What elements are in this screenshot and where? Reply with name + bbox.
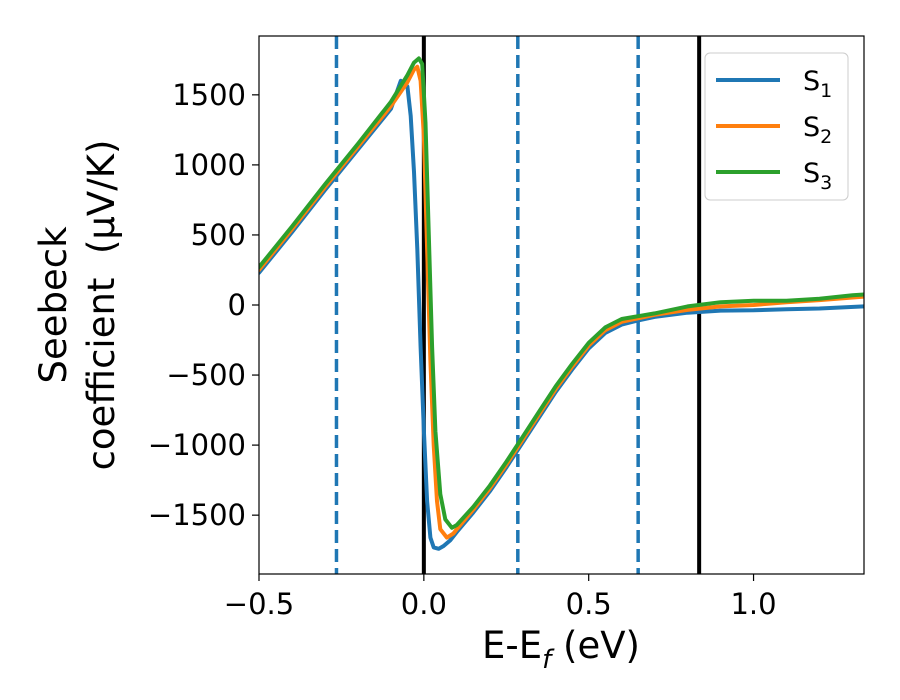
legend: S1 S2 S3 bbox=[704, 52, 849, 201]
legend-label-2: S2 bbox=[803, 112, 832, 148]
legend-label-1: S1 bbox=[803, 66, 832, 102]
y-tick-label: −500 bbox=[166, 358, 246, 392]
x-axis-ticks: −0.5 0.0 0.5 1.0 bbox=[224, 574, 777, 621]
y-tick-label: 1500 bbox=[172, 78, 246, 112]
y-tick-label: 500 bbox=[191, 218, 246, 252]
x-axis-title: E-Ef (eV) bbox=[482, 624, 640, 675]
y-axis-ticks: −1500 −1000 −500 0 500 1000 1500 bbox=[148, 78, 259, 532]
series-lines bbox=[259, 56, 864, 551]
x-axis-title-rest: (eV) bbox=[551, 624, 640, 667]
series-line-3 bbox=[259, 56, 864, 530]
y-tick-label: −1000 bbox=[148, 428, 246, 462]
x-tick-label: 0.0 bbox=[401, 587, 447, 621]
y-tick-label: −1500 bbox=[148, 498, 246, 532]
x-tick-label: 0.5 bbox=[566, 587, 612, 621]
y-tick-label: 0 bbox=[228, 288, 246, 322]
legend-label-3: S3 bbox=[803, 158, 832, 194]
y-axis-title-line1: Seebeck bbox=[32, 226, 75, 384]
x-axis-title-main: E-E bbox=[482, 624, 542, 667]
x-tick-label: 1.0 bbox=[730, 587, 776, 621]
y-tick-label: 1000 bbox=[172, 148, 246, 182]
y-axis-title-line2: coefficient (μV/K) bbox=[80, 140, 123, 471]
x-tick-label: −0.5 bbox=[224, 587, 294, 621]
